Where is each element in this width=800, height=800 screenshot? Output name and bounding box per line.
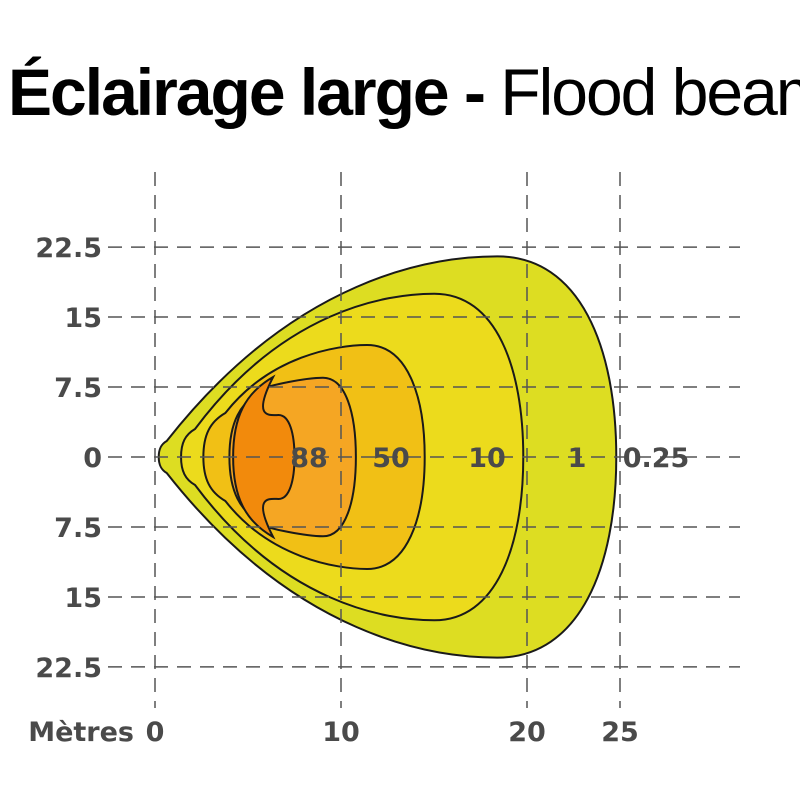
x-axis-label: Mètres xyxy=(28,717,134,748)
y-axis-labels: 22.5 15 7.5 0 7.5 15 22.5 xyxy=(35,233,102,684)
x-tick-label: 20 xyxy=(508,717,546,748)
y-tick-label: 15 xyxy=(64,583,102,614)
y-tick-label: 0 xyxy=(83,443,102,474)
x-tick-label: 10 xyxy=(322,717,360,748)
zone-label-0-25: 0.25 xyxy=(623,443,690,474)
y-tick-label: 7.5 xyxy=(54,513,102,544)
x-tick-label: 0 xyxy=(146,717,165,748)
title-french: Éclairage large - xyxy=(8,55,486,129)
x-tick-label: 25 xyxy=(601,717,639,748)
y-tick-label: 15 xyxy=(64,303,102,334)
page-title: Éclairage large - Flood beam xyxy=(8,52,800,132)
zone-label-50: 50 xyxy=(372,443,410,474)
y-tick-label: 7.5 xyxy=(54,373,102,404)
dashed-grid xyxy=(108,172,740,708)
y-tick-label: 22.5 xyxy=(35,653,102,684)
zone-labels: 0.25 1 10 50 88 xyxy=(290,443,689,474)
zone-label-10: 10 xyxy=(468,443,506,474)
x-axis-labels: Mètres 0 10 20 25 xyxy=(28,717,639,748)
zone-label-1: 1 xyxy=(568,443,587,474)
y-tick-label: 22.5 xyxy=(35,233,102,264)
title-english: Flood beam xyxy=(500,55,800,129)
zone-label-88: 88 xyxy=(290,443,328,474)
